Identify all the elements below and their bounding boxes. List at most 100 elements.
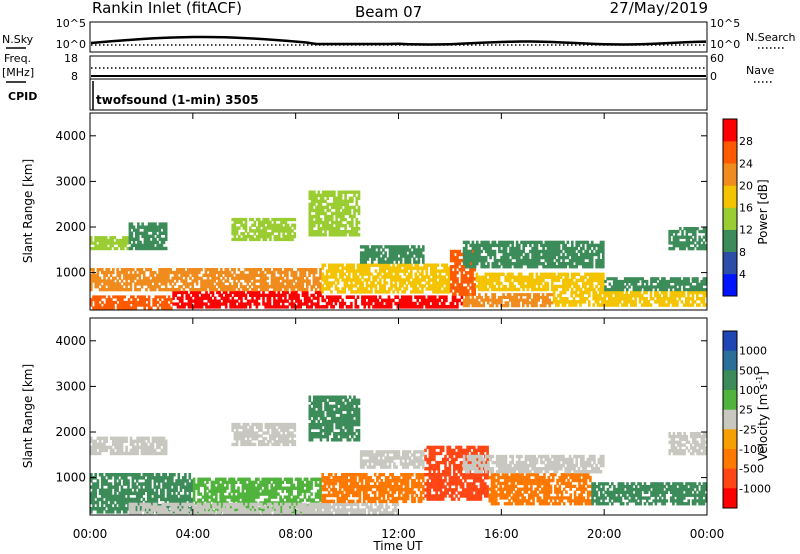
heatmap-cell xyxy=(570,278,574,283)
heatmap-cell xyxy=(122,236,125,240)
heatmap-cell xyxy=(348,278,351,282)
heatmap-cell xyxy=(656,282,660,286)
heatmap-cell xyxy=(184,491,187,496)
heatmap-cell xyxy=(277,288,280,292)
nsearch-label: N.Search xyxy=(746,31,796,44)
heatmap-cell xyxy=(350,301,353,306)
heatmap-cell xyxy=(270,489,273,493)
heatmap-cell xyxy=(336,269,340,273)
heatmap-cell xyxy=(551,246,554,251)
heatmap-cell xyxy=(294,273,298,277)
heatmap-cell xyxy=(117,241,121,245)
heatmap-cell xyxy=(315,196,318,200)
heatmap-cell xyxy=(105,300,109,304)
heatmap-cell xyxy=(339,272,342,276)
heatmap-cell xyxy=(226,486,229,490)
heatmap-cell xyxy=(346,205,350,210)
heatmap-cell xyxy=(285,495,289,499)
heatmap-cell xyxy=(640,293,644,298)
heatmap-cell xyxy=(98,279,102,283)
heatmap-cell xyxy=(149,500,152,505)
heatmap-cell xyxy=(590,272,594,276)
heatmap-cell xyxy=(669,293,673,298)
heatmap-cell xyxy=(621,285,625,289)
heatmap-cell xyxy=(232,486,236,490)
heatmap-cell xyxy=(130,231,134,235)
heatmap-cell xyxy=(231,285,234,289)
heatmap-cell xyxy=(471,262,475,266)
heatmap-cell xyxy=(297,279,300,283)
heatmap-cell xyxy=(216,302,219,306)
heatmap-cell xyxy=(488,272,492,276)
heatmap-cell xyxy=(132,228,136,232)
heatmap-cell xyxy=(326,214,329,219)
heatmap-cell xyxy=(299,282,302,286)
heatmap-cell xyxy=(314,270,318,275)
heatmap-cell xyxy=(152,225,155,229)
heatmap-cell xyxy=(678,297,681,301)
heatmap-cell xyxy=(328,193,332,197)
heatmap-cell xyxy=(379,266,382,270)
heatmap-cell xyxy=(275,226,279,230)
heatmap-cell xyxy=(321,211,325,216)
heatmap-cell xyxy=(553,249,556,254)
heatmap-cell xyxy=(244,296,248,300)
heatmap-cell xyxy=(359,260,363,264)
heatmap-cell xyxy=(273,302,276,306)
heatmap-cell xyxy=(704,247,708,251)
heatmap-cell xyxy=(696,293,699,298)
heatmap-cell xyxy=(440,305,444,309)
heatmap-cell xyxy=(122,497,126,502)
heatmap-cell xyxy=(522,287,525,292)
heatmap-cell xyxy=(458,268,461,272)
heatmap-cell xyxy=(123,268,126,272)
heatmap-cell xyxy=(176,302,180,306)
heatmap-cell xyxy=(155,510,159,514)
heatmap-cell xyxy=(388,248,392,252)
heatmap-cell xyxy=(136,303,140,307)
heatmap-cell xyxy=(546,240,550,245)
heatmap-cell xyxy=(475,304,479,308)
heatmap-cell xyxy=(447,272,451,276)
heatmap-cell xyxy=(566,272,570,276)
heatmap-cell xyxy=(147,276,150,280)
heatmap-cell xyxy=(135,479,139,483)
heatmap-cell xyxy=(121,306,124,310)
heatmap-cell xyxy=(529,265,532,269)
heatmap-cell xyxy=(158,243,162,248)
heatmap-cell xyxy=(638,293,642,298)
heatmap-cell xyxy=(168,491,172,496)
heatmap-cell xyxy=(511,304,514,308)
heatmap-cell xyxy=(508,287,512,292)
heatmap-cell xyxy=(224,270,227,275)
heatmap-cell xyxy=(206,285,210,289)
heatmap-cell xyxy=(237,279,241,283)
heatmap-cell xyxy=(282,226,285,230)
heatmap-cell xyxy=(608,282,612,286)
heatmap-cell xyxy=(165,303,169,307)
heatmap-cell xyxy=(406,245,410,249)
power-colorbar-swatch xyxy=(723,185,737,208)
heatmap-cell xyxy=(266,270,269,275)
heatmap-cell xyxy=(330,266,333,270)
heatmap-cell xyxy=(385,281,389,285)
heatmap-cell xyxy=(680,300,684,304)
heatmap-cell xyxy=(571,258,574,263)
heatmap-cell xyxy=(143,300,146,304)
heatmap-cell xyxy=(284,229,288,233)
heatmap-cell xyxy=(150,225,153,229)
heatmap-cell xyxy=(702,288,706,292)
heatmap-cell xyxy=(158,285,161,289)
heatmap-cell xyxy=(361,266,364,270)
heatmap-cell xyxy=(406,257,410,261)
heatmap-cell xyxy=(590,240,594,245)
heatmap-cell xyxy=(321,199,325,203)
heatmap-cell xyxy=(445,269,449,273)
heatmap-cell xyxy=(308,227,312,231)
heatmap-cell xyxy=(321,193,325,197)
heatmap-cell xyxy=(147,243,151,248)
heatmap-cell xyxy=(375,245,379,249)
heatmap-cell xyxy=(127,288,131,292)
heatmap-cell xyxy=(511,295,514,299)
heatmap-cell xyxy=(191,285,194,289)
